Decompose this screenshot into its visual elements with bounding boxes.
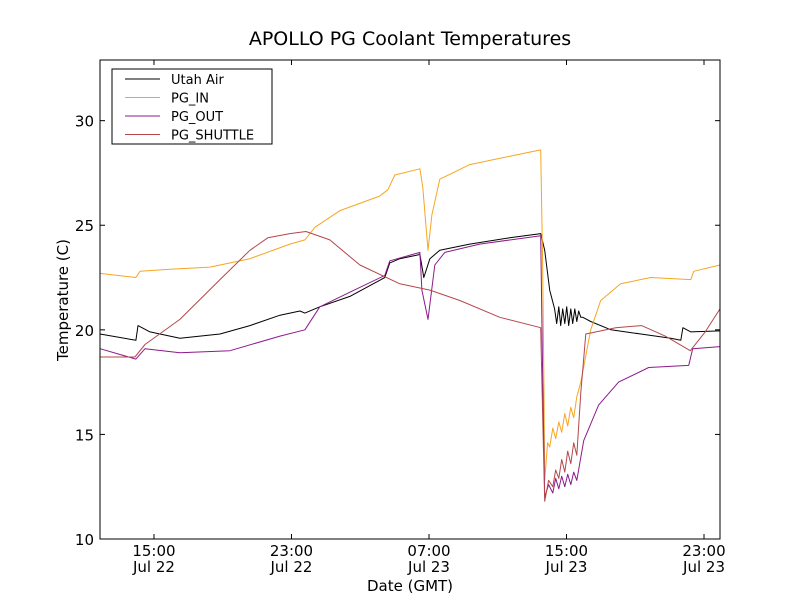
x-tick-label-time: 07:00: [407, 542, 450, 560]
x-tick-label-time: 23:00: [682, 542, 725, 560]
x-axis-label: Date (GMT): [367, 577, 453, 595]
series-line-pg-in: [99, 149, 721, 481]
y-tick-label: 10: [75, 531, 94, 549]
plot-frame: [99, 59, 721, 540]
legend-label: PG_OUT: [171, 110, 223, 125]
legend: Utah Air PG_IN PG_OUT PG_SHUTTLE: [111, 68, 273, 145]
series-line-pg-shuttle: [100, 231, 721, 502]
legend-label: Utah Air: [171, 73, 224, 88]
legend-label: PG_IN: [171, 92, 209, 107]
x-tick-label-time: 15:00: [132, 542, 175, 560]
y-tick-label: 30: [75, 113, 94, 131]
legend-label: PG_SHUTTLE: [171, 129, 254, 144]
legend-box: [111, 68, 273, 145]
x-tick-label-time: 23:00: [270, 542, 313, 560]
x-tick-label-time: 15:00: [545, 542, 588, 560]
series-lines: [99, 149, 721, 502]
y-tick-label: 20: [75, 322, 94, 340]
x-tick-label-date: Jul 23: [682, 558, 725, 576]
x-tick-label-date: Jul 22: [270, 558, 313, 576]
series-line-utah-air: [99, 233, 721, 341]
y-axis: 10 15 20 25 30: [75, 113, 720, 549]
x-tick-label-date: Jul 23: [407, 558, 450, 576]
series-line-pg-out: [99, 235, 721, 498]
chart-title: APOLLO PG Coolant Temperatures: [249, 28, 571, 50]
y-tick-label: 25: [75, 217, 94, 235]
y-axis-label: Temperature (C): [54, 239, 72, 362]
x-tick-label-date: Jul 22: [132, 558, 175, 576]
x-tick-label-date: Jul 23: [545, 558, 588, 576]
y-tick-label: 15: [75, 426, 94, 444]
